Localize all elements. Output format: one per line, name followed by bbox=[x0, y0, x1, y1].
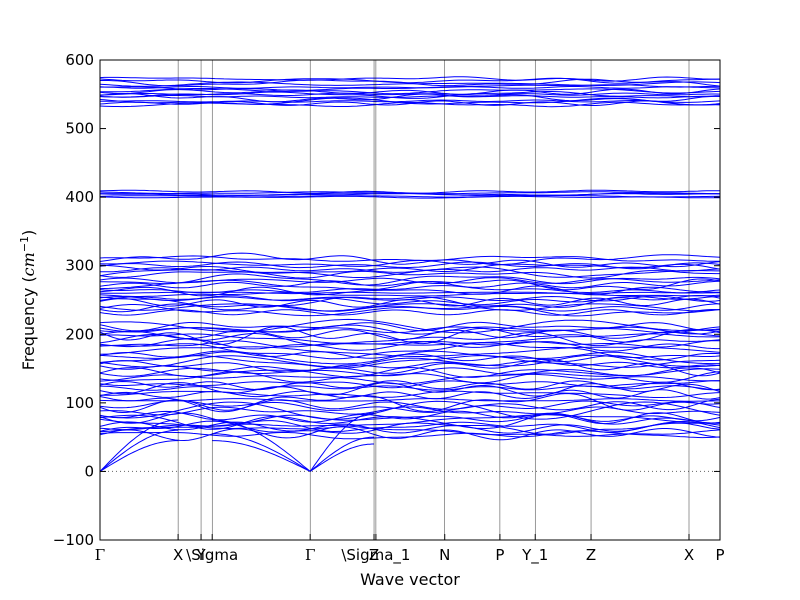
phonon-band bbox=[99, 385, 721, 391]
y-tick-label: 100 bbox=[65, 394, 94, 412]
phonon-band bbox=[99, 285, 720, 297]
phonon-band bbox=[99, 191, 721, 195]
phonon-band bbox=[99, 295, 721, 306]
phonon-band bbox=[99, 342, 721, 360]
y-tick-label: −100 bbox=[53, 531, 94, 549]
phonon-band bbox=[99, 81, 721, 87]
acoustic-branch bbox=[309, 412, 375, 472]
phonon-band bbox=[99, 355, 721, 369]
y-tick-label: 400 bbox=[65, 188, 94, 206]
plot-frame bbox=[99, 59, 721, 541]
phonon-band bbox=[99, 93, 721, 103]
phonon-band bbox=[99, 412, 721, 425]
phonon-band bbox=[99, 367, 721, 377]
phonon-band bbox=[99, 380, 720, 389]
phonon-band bbox=[99, 414, 721, 430]
y-tick-label: 600 bbox=[65, 51, 94, 69]
bands-group bbox=[99, 76, 721, 472]
phonon-band bbox=[100, 84, 720, 91]
x-tick-label: X bbox=[173, 546, 183, 564]
phonon-band bbox=[99, 318, 721, 334]
phonon-band bbox=[99, 398, 720, 402]
acoustic-branch bbox=[99, 440, 179, 472]
phonon-band bbox=[99, 350, 720, 365]
phonon-band bbox=[99, 255, 720, 262]
x-ticks-group: Γ X Y\Sigma Γ Z\Sigma_1 N P Y_1 Z X P bbox=[95, 534, 725, 565]
x-tick-label: Z bbox=[369, 546, 379, 564]
phonon-band bbox=[99, 389, 721, 400]
y-axis-label-unit: cm bbox=[19, 252, 38, 276]
phonon-band bbox=[99, 326, 721, 334]
phonon-band bbox=[99, 86, 721, 89]
phonon-band bbox=[99, 285, 721, 294]
x-tick-label: Γ bbox=[95, 546, 105, 564]
acoustic-branch bbox=[99, 429, 179, 472]
phonon-band bbox=[99, 261, 721, 270]
phonon-band bbox=[99, 259, 721, 268]
acoustic-branch bbox=[99, 419, 179, 472]
x-axis-label: Wave vector bbox=[360, 570, 460, 589]
y-tick-label: 200 bbox=[65, 325, 94, 343]
x-tick-label: X bbox=[684, 546, 694, 564]
phonon-band bbox=[99, 270, 720, 279]
y-axis-label-text: Frequency ( bbox=[19, 276, 38, 370]
phonon-band bbox=[99, 77, 721, 84]
y-axis-label: Frequency (cm−1) bbox=[18, 230, 38, 371]
x-tick-label: N bbox=[439, 546, 450, 564]
phonon-band bbox=[99, 366, 721, 378]
x-tick-label: P bbox=[715, 546, 724, 564]
acoustic-branch bbox=[309, 443, 374, 472]
phonon-band bbox=[99, 280, 721, 289]
phonon-band bbox=[99, 76, 721, 82]
phonon-band bbox=[99, 398, 721, 414]
x-tick-label: Z bbox=[586, 546, 596, 564]
phonon-band bbox=[99, 413, 721, 430]
acoustic-branch bbox=[212, 433, 311, 472]
x-tick-label: Γ bbox=[305, 546, 315, 564]
y-ticks-group: −100 0 100 200 300 400 500 600 bbox=[53, 51, 720, 549]
phonon-band bbox=[99, 400, 721, 413]
phonon-band bbox=[99, 303, 721, 313]
acoustic-branch bbox=[309, 436, 375, 472]
x-tick-label: P bbox=[495, 546, 504, 564]
phonon-band bbox=[99, 321, 721, 332]
phonon-band bbox=[99, 303, 721, 312]
x-tick-label: Y_1 bbox=[521, 546, 548, 565]
y-axis-label-close: ) bbox=[19, 230, 38, 236]
phonon-band bbox=[99, 252, 721, 266]
acoustic-branch bbox=[212, 419, 311, 472]
phonon-band bbox=[99, 326, 721, 346]
y-tick-label: 300 bbox=[65, 257, 94, 275]
phonon-band bbox=[99, 333, 721, 346]
y-axis-label-exponent: −1 bbox=[18, 236, 31, 252]
phonon-band bbox=[99, 430, 721, 440]
phonon-band bbox=[99, 195, 721, 199]
phonon-band bbox=[99, 195, 721, 198]
x-tick-label: Y bbox=[195, 546, 206, 564]
phonon-band bbox=[99, 329, 721, 341]
y-tick-label: 500 bbox=[65, 120, 94, 138]
phonon-band bbox=[99, 91, 721, 99]
phonon-band bbox=[99, 390, 721, 398]
phonon-band bbox=[99, 88, 721, 95]
x-tick-label: \Sigma_1 bbox=[341, 546, 410, 565]
phonon-band bbox=[99, 354, 721, 368]
phonon-band bbox=[99, 346, 721, 357]
phonon-band bbox=[99, 358, 721, 377]
phonon-band bbox=[99, 410, 721, 423]
phonon-band bbox=[99, 360, 721, 372]
phonon-band bbox=[99, 292, 721, 297]
phonon-band bbox=[99, 380, 721, 391]
phonon-band bbox=[99, 420, 721, 433]
acoustic-branch bbox=[212, 440, 311, 472]
phonon-band bbox=[99, 373, 720, 385]
phonon-band bbox=[99, 304, 721, 317]
phonon-band bbox=[99, 393, 721, 413]
x-tick-label: \Sigma bbox=[186, 546, 238, 564]
phonon-band bbox=[99, 277, 721, 284]
y-tick-label: 0 bbox=[84, 462, 94, 480]
